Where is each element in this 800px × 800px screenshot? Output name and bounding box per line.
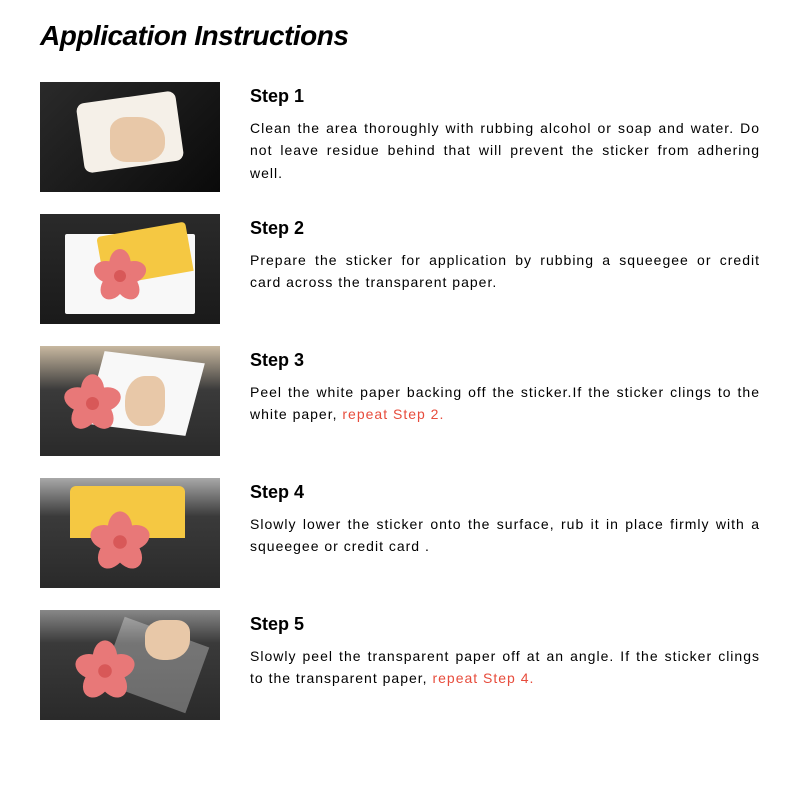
flower-icon <box>80 508 160 576</box>
step-4-desc-text: Slowly lower the sticker onto the surfac… <box>250 516 760 554</box>
step-3-desc-text: Peel the white paper backing off the sti… <box>250 384 760 422</box>
step-1-title: Step 1 <box>250 86 760 107</box>
step-4-image <box>40 478 220 588</box>
hand-icon <box>125 376 165 426</box>
step-row-1: Step 1 Clean the area thoroughly with ru… <box>40 82 760 192</box>
step-3-title: Step 3 <box>250 350 760 371</box>
flower-icon <box>65 637 145 705</box>
flower-icon <box>85 246 155 306</box>
step-2-title: Step 2 <box>250 218 760 239</box>
step-5-content: Step 5 Slowly peel the transparent paper… <box>250 610 760 690</box>
step-3-highlight: repeat Step 2. <box>342 406 444 422</box>
step-3-image <box>40 346 220 456</box>
step-row-4: Step 4 Slowly lower the sticker onto the… <box>40 478 760 588</box>
step-4-title: Step 4 <box>250 482 760 503</box>
step-1-content: Step 1 Clean the area thoroughly with ru… <box>250 82 760 184</box>
step-5-title: Step 5 <box>250 614 760 635</box>
step-row-5: Step 5 Slowly peel the transparent paper… <box>40 610 760 720</box>
step-4-content: Step 4 Slowly lower the sticker onto the… <box>250 478 760 558</box>
step-2-description: Prepare the sticker for application by r… <box>250 249 760 294</box>
flower-icon <box>55 371 130 436</box>
hand-icon <box>145 620 190 660</box>
page-title: Application Instructions <box>40 20 760 52</box>
step-3-description: Peel the white paper backing off the sti… <box>250 381 760 426</box>
step-row-2: Step 2 Prepare the sticker for applicati… <box>40 214 760 324</box>
step-3-content: Step 3 Peel the white paper backing off … <box>250 346 760 426</box>
step-2-desc-text: Prepare the sticker for application by r… <box>250 252 760 290</box>
step-1-desc-text: Clean the area thoroughly with rubbing a… <box>250 120 760 181</box>
step-4-description: Slowly lower the sticker onto the surfac… <box>250 513 760 558</box>
step-5-description: Slowly peel the transparent paper off at… <box>250 645 760 690</box>
step-row-3: Step 3 Peel the white paper backing off … <box>40 346 760 456</box>
step-2-content: Step 2 Prepare the sticker for applicati… <box>250 214 760 294</box>
step-1-description: Clean the area thoroughly with rubbing a… <box>250 117 760 184</box>
step-5-highlight: repeat Step 4. <box>432 670 534 686</box>
step-1-image <box>40 82 220 192</box>
step-5-image <box>40 610 220 720</box>
step-2-image <box>40 214 220 324</box>
